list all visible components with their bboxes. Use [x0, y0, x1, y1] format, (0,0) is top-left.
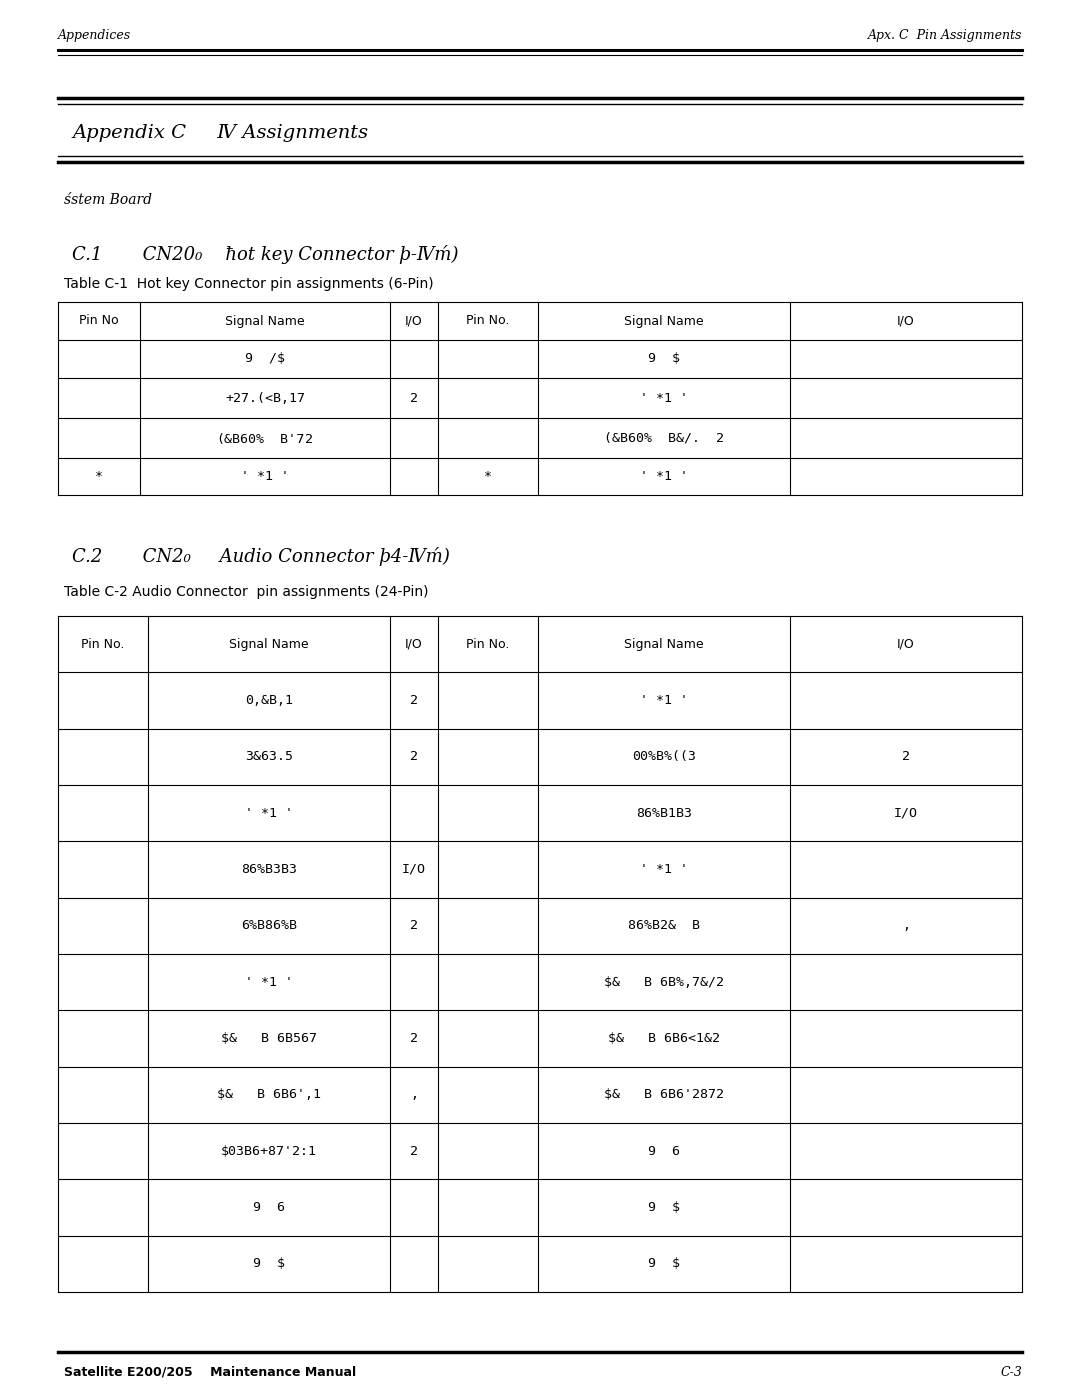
Text: 86%B2&  B: 86%B2& B [627, 919, 700, 932]
Text: 2: 2 [410, 391, 418, 405]
Text: Appendices: Appendices [58, 29, 131, 42]
Text: Signal Name: Signal Name [624, 637, 704, 651]
Text: I/O: I/O [405, 637, 423, 651]
Text: 9  6: 9 6 [648, 1144, 680, 1158]
Text: 6%B86%B: 6%B86%B [241, 919, 297, 932]
Text: $&   B 6B6<1&2: $& B 6B6<1&2 [608, 1032, 720, 1045]
Text: C-3: C-3 [1000, 1365, 1022, 1379]
Text: Signal Name: Signal Name [226, 314, 305, 327]
Text: 2: 2 [410, 1144, 418, 1158]
Text: I/O: I/O [897, 637, 915, 651]
Text: 0,&B,1: 0,&B,1 [245, 694, 293, 707]
Text: $&   B 6B567: $& B 6B567 [221, 1032, 318, 1045]
Text: ' *1 ': ' *1 ' [241, 469, 289, 483]
Text: Pin No.: Pin No. [81, 637, 124, 651]
Text: *: * [95, 469, 103, 483]
Text: śstem Board: śstem Board [64, 193, 152, 207]
Text: ' *1 ': ' *1 ' [640, 694, 688, 707]
Text: 9  $: 9 $ [253, 1257, 285, 1270]
Text: ' *1 ': ' *1 ' [245, 975, 293, 989]
Text: ' *1 ': ' *1 ' [640, 863, 688, 876]
Text: 3&63.5: 3&63.5 [245, 750, 293, 763]
Text: 2: 2 [410, 750, 418, 763]
Text: 00%B%((3: 00%B%((3 [632, 750, 696, 763]
Text: 2: 2 [410, 919, 418, 932]
Text: $&   B 6B%,7&/2: $& B 6B%,7&/2 [604, 975, 724, 989]
Text: (&B60%  B'$7$2: (&B60% B'$7$2 [216, 430, 313, 446]
Text: Signal Name: Signal Name [229, 637, 309, 651]
Text: Pin No.: Pin No. [467, 314, 510, 327]
Text: 2: 2 [410, 694, 418, 707]
Text: 2: 2 [410, 1032, 418, 1045]
Text: 9  6: 9 6 [253, 1201, 285, 1214]
Text: 9  $: 9 $ [648, 352, 680, 366]
Text: 86%B3B3: 86%B3B3 [241, 863, 297, 876]
Text: I/O: I/O [402, 863, 426, 876]
Text: ,: , [410, 1088, 418, 1101]
Text: $&   B 6B6',1: $& B 6B6',1 [217, 1088, 321, 1101]
Text: Table C-1  Hot key Connector pin assignments (6-Pin): Table C-1 Hot key Connector pin assignme… [64, 277, 434, 291]
Text: *: * [484, 469, 492, 483]
Text: Signal Name: Signal Name [624, 314, 704, 327]
Text: Satellite E200/205    Maintenance Manual: Satellite E200/205 Maintenance Manual [64, 1365, 356, 1379]
Text: 2: 2 [902, 750, 910, 763]
Text: Apx. C  Pin Assignments: Apx. C Pin Assignments [867, 29, 1022, 42]
Text: ' *1 ': ' *1 ' [640, 391, 688, 405]
Text: 9  /$: 9 /$ [245, 352, 285, 366]
Text: Table C-2 Audio Connector  pin assignments (24-Pin): Table C-2 Audio Connector pin assignment… [64, 585, 429, 599]
Text: I/O: I/O [894, 806, 918, 820]
Text: Pin No.: Pin No. [467, 637, 510, 651]
Text: Pin No: Pin No [79, 314, 119, 327]
Text: (&B60%  B&/.  2: (&B60% B&/. 2 [604, 432, 724, 444]
Text: C.1       CN20₀    ħot key Connector þ-Ⅳḿ): C.1 CN20₀ ħot key Connector þ-Ⅳḿ) [72, 246, 459, 264]
Text: ' *1 ': ' *1 ' [640, 469, 688, 483]
Text: ,: , [902, 919, 910, 932]
Text: 86%B1B3: 86%B1B3 [636, 806, 692, 820]
Text: C.2       CN2₀     Audio Connector þ4-Ⅳḿ): C.2 CN2₀ Audio Connector þ4-Ⅳḿ) [72, 548, 450, 567]
Text: I/O: I/O [405, 314, 423, 327]
Text: 9  $: 9 $ [648, 1201, 680, 1214]
Text: +27.(<B,17: +27.(<B,17 [225, 391, 305, 405]
Text: ' *1 ': ' *1 ' [245, 806, 293, 820]
Text: $03B6+87'2:1: $03B6+87'2:1 [221, 1144, 318, 1158]
Text: $&   B 6B6'2872: $& B 6B6'2872 [604, 1088, 724, 1101]
Text: Appendix C     Ⅳ Assignments: Appendix C Ⅳ Assignments [72, 124, 368, 142]
Text: 9  $: 9 $ [648, 1257, 680, 1270]
Text: I/O: I/O [897, 314, 915, 327]
